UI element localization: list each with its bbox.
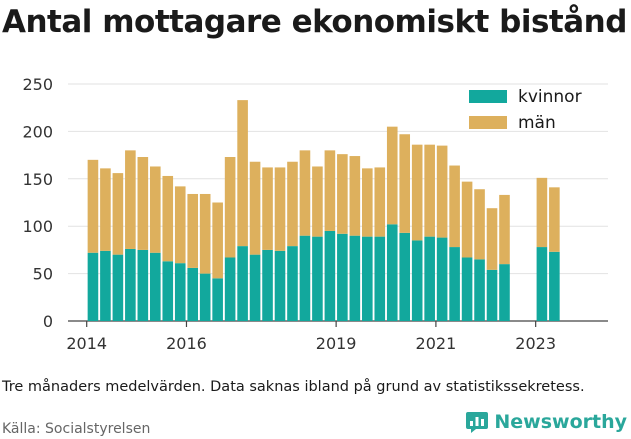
bar-män — [287, 161, 298, 247]
bar-män — [237, 100, 248, 247]
bar-kvinnor — [337, 233, 348, 321]
ticks: 0 50 100 150 200 250 2014 2016 2019 2021 2023 — [22, 75, 556, 353]
bars — [87, 100, 560, 321]
bar-män — [486, 208, 498, 270]
bar-män — [324, 150, 336, 231]
bar-män — [299, 150, 311, 236]
bar-kvinnor — [312, 236, 323, 321]
bar-kvinnor — [411, 240, 423, 321]
y-tick-label: 200 — [22, 122, 53, 141]
brand-name: Newsworthy — [494, 411, 627, 433]
bar-kvinnor — [100, 250, 111, 321]
bar-män — [150, 166, 161, 253]
bar-kvinnor — [299, 235, 311, 321]
bar-kvinnor — [174, 263, 186, 321]
bar-kvinnor — [461, 257, 473, 321]
bar-män — [436, 145, 448, 238]
bar-kvinnor — [536, 247, 548, 321]
bar-kvinnor — [486, 269, 498, 321]
chart-caption: Tre månaders medelvärden. Data saknas ib… — [2, 379, 585, 395]
bar-kvinnor — [287, 246, 298, 321]
bar-män — [262, 167, 273, 250]
y-tick-label: 0 — [43, 312, 53, 331]
bar-män — [399, 134, 411, 233]
bar-kvinnor — [436, 237, 448, 321]
bar-män — [125, 150, 136, 249]
bar-män — [87, 159, 99, 253]
bar-kvinnor — [162, 261, 174, 321]
bar-kvinnor — [125, 248, 136, 321]
bar-män — [112, 173, 124, 255]
bar-kvinnor — [324, 230, 336, 321]
bar-män — [337, 154, 348, 234]
bar-män — [174, 186, 186, 264]
x-tick-label: 2023 — [515, 334, 556, 353]
x-tick-label: 2021 — [416, 334, 457, 353]
y-tick-label: 150 — [22, 170, 53, 189]
bar-kvinnor — [224, 257, 236, 321]
bar-män — [374, 167, 386, 237]
bar-män — [349, 156, 361, 236]
bar-män — [386, 126, 398, 225]
bar-kvinnor — [262, 249, 273, 321]
newsworthy-icon — [466, 412, 489, 433]
bar-kvinnor — [449, 247, 460, 321]
bar-män — [461, 181, 473, 258]
bar-män — [449, 165, 460, 248]
bar-kvinnor — [549, 251, 560, 321]
bar-män — [212, 202, 223, 279]
bar-kvinnor — [399, 232, 411, 321]
x-tick-label: 2016 — [166, 334, 207, 353]
bar-kvinnor — [212, 278, 223, 321]
bar-kvinnor — [249, 254, 261, 321]
bar-män — [274, 167, 286, 251]
bar-kvinnor — [362, 236, 373, 321]
bar-kvinnor — [199, 273, 211, 321]
bar-kvinnor — [237, 246, 248, 321]
bar-kvinnor — [424, 236, 435, 321]
bar-kvinnor — [349, 235, 361, 321]
y-tick-label: 250 — [22, 75, 53, 94]
bar-män — [549, 187, 560, 252]
bar-män — [199, 193, 211, 274]
bar-män — [536, 177, 548, 248]
bar-kvinnor — [386, 224, 398, 321]
bar-män — [499, 194, 510, 265]
bar-kvinnor — [374, 236, 386, 321]
bar-kvinnor — [274, 250, 286, 321]
bar-kvinnor — [87, 252, 99, 321]
bar-män — [411, 144, 423, 241]
x-tick-label: 2019 — [316, 334, 357, 353]
brand-logo: Newsworthy — [465, 410, 627, 434]
bar-män — [312, 166, 323, 237]
chart-title: Antal mottagare ekonomiskt bistånd — [2, 4, 627, 40]
legend-swatch — [469, 90, 507, 103]
x-tick-label: 2014 — [66, 334, 107, 353]
bar-män — [224, 157, 236, 258]
bar-kvinnor — [112, 254, 124, 321]
bar-män — [100, 168, 111, 251]
legend-label: kvinnor — [518, 87, 582, 107]
legend-swatch — [469, 116, 507, 129]
bar-män — [249, 161, 261, 255]
bar-män — [162, 175, 174, 262]
bar-kvinnor — [150, 252, 161, 321]
bar-kvinnor — [474, 259, 485, 321]
y-tick-label: 50 — [33, 265, 53, 284]
legend-label: män — [518, 113, 556, 133]
bar-män — [137, 157, 149, 250]
source-text: Källa: Socialstyrelsen — [2, 421, 151, 437]
bar-män — [474, 189, 485, 260]
bar-män — [362, 168, 373, 237]
y-tick-label: 100 — [22, 217, 53, 236]
bar-män — [187, 193, 199, 268]
bar-kvinnor — [137, 249, 149, 321]
bar-män — [424, 144, 435, 237]
bar-kvinnor — [499, 264, 510, 321]
bar-kvinnor — [187, 267, 199, 321]
legend: kvinnor män — [469, 87, 582, 133]
